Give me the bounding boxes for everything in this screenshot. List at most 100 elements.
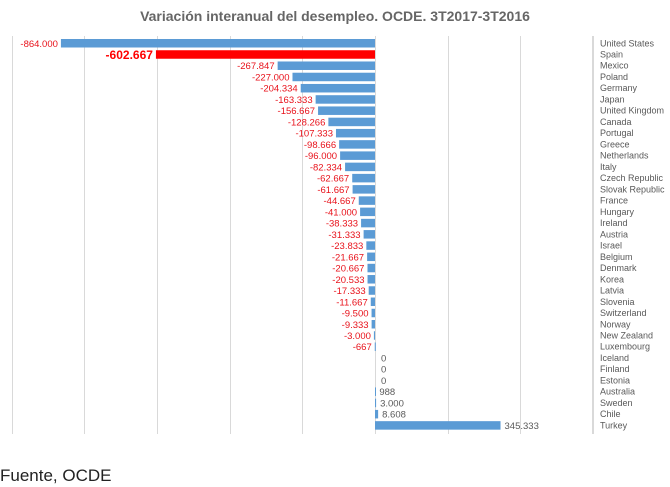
data-label: -204.334 [260,84,298,95]
data-label: -96.000 [305,151,337,162]
category-label: Israel [600,241,622,251]
category-label: Italy [600,162,617,172]
data-label: -44.667 [324,196,356,207]
category-label: Portugal [600,128,634,138]
category-label: New Zealand [600,330,653,340]
data-label: -82.334 [310,162,342,173]
bar [277,61,375,70]
category-label: Belgium [600,252,633,262]
category-label: Slovak Republic [600,184,665,194]
bar [375,398,377,408]
category-label: Mexico [600,61,629,71]
bar [367,252,375,262]
bar [328,117,375,127]
bar [375,387,376,396]
bar [361,218,375,228]
source-note: Fuente, OCDE [0,466,112,485]
bar [335,128,375,138]
bar [367,275,375,284]
bar [358,196,375,205]
bar [375,421,501,430]
category-label: United Kingdom [600,106,664,116]
category-label: Ireland [600,218,628,228]
data-label: 0 [381,376,386,387]
data-label: -107.333 [295,129,333,140]
data-label: -21.667 [332,252,364,263]
category-label: Estonia [600,375,630,385]
bar [352,173,375,183]
data-label: -31.333 [328,230,360,241]
bar [374,342,376,351]
bar [315,95,375,104]
category-label: Spain [600,49,623,59]
bar [363,230,375,239]
data-label: -20.533 [332,275,364,286]
category-label: Austria [600,229,628,239]
category-label: Slovenia [600,297,635,307]
bar [366,241,375,250]
data-label: -128.266 [288,117,326,128]
category-label: Poland [600,72,628,82]
bar [368,286,375,295]
data-label: 3.000 [380,398,404,409]
category-label: Latvia [600,286,624,296]
category-label: Canada [600,117,632,127]
bar-chart: -864.000 -602.667 -267.847-227.000-204.334… [12,36,665,434]
bar [345,162,375,172]
category-label: Greece [600,139,630,149]
category-label: Switzerland [600,308,647,318]
data-label: 345.333 [505,421,539,432]
bar [373,331,375,340]
category-label: Australia [600,387,635,397]
data-label: -17.333 [333,286,365,297]
data-label: 988 [379,387,395,398]
category-label: Norway [600,319,631,329]
data-label: -267.847 [237,61,275,72]
category-label: Netherlands [600,151,649,161]
data-label: -98.666 [304,140,336,151]
data-label: -163.333 [275,95,313,106]
category-label: Chile [600,409,621,419]
data-label: 0 [381,353,386,364]
bar [155,50,375,59]
bars [60,39,501,430]
category-label: Hungary [600,207,635,217]
data-label: 0 [381,365,386,376]
data-label: -602.667 [106,48,154,62]
category-label: France [600,196,628,206]
data-labels: -864.000 -602.667 -267.847-227.000-204.334… [20,39,538,432]
bar [367,263,375,273]
category-label: Denmark [600,263,637,273]
chart-title: Variación interanual del desempleo. OCDE… [140,8,530,24]
category-label: Sweden [600,398,633,408]
data-label: -667 [353,342,372,353]
data-label: -20.667 [332,264,364,275]
bar [375,409,379,419]
bar [371,308,375,318]
bar [60,39,375,48]
bar [370,297,375,307]
data-label: 8.608 [382,410,406,421]
data-label: -61.667 [317,185,349,196]
data-label: -23.833 [331,241,363,252]
category-label: Germany [600,83,638,93]
bar [371,320,375,329]
data-label: -62.667 [317,174,349,185]
category-label: Finland [600,364,630,374]
category-label: Japan [600,94,625,104]
data-label: -3.000 [344,331,371,342]
data-label: -41.000 [325,207,357,218]
data-label: -11.667 [336,297,368,308]
data-label: -227.000 [252,72,290,83]
category-label: Korea [600,274,624,284]
category-label: United States [600,38,655,48]
category-label: Iceland [600,353,629,363]
bar [360,207,375,217]
bar [340,151,375,160]
data-label: -9.500 [342,309,369,320]
bar [318,106,375,115]
gridlines [12,36,594,434]
data-label: -38.333 [326,219,358,230]
bar [292,72,375,82]
